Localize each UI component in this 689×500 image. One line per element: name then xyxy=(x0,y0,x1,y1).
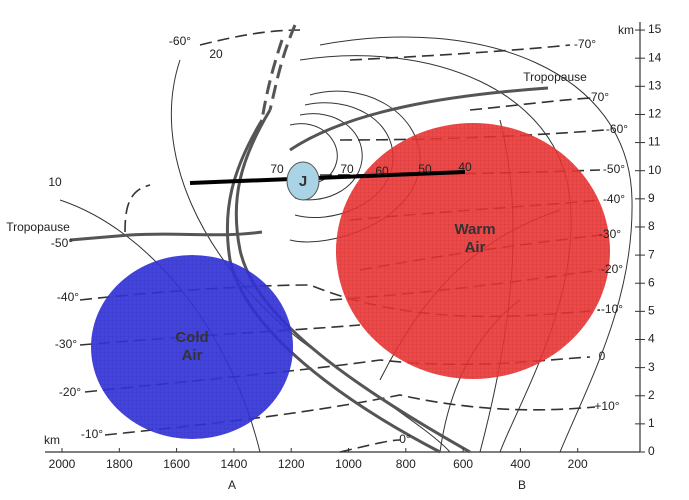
x-axis-unit: km xyxy=(44,433,60,447)
isotach-label: 70 xyxy=(270,162,284,176)
isotach-label: 40 xyxy=(458,160,472,174)
x-tick-label: 2000 xyxy=(49,457,76,471)
cold-air-texture xyxy=(91,255,293,439)
point-label: B xyxy=(518,478,526,492)
air-mass-label: Air xyxy=(465,239,486,256)
isotach-label: 10 xyxy=(48,175,62,189)
isotherm-label: -40° xyxy=(603,192,625,206)
y-tick-label: 0 xyxy=(648,444,655,458)
y-tick-label: 9 xyxy=(648,191,655,205)
y-tick-label: 7 xyxy=(648,247,655,261)
isotherm-label: -50° xyxy=(603,162,625,176)
x-tick-label: 1800 xyxy=(106,457,133,471)
x-tick-label: 1600 xyxy=(163,457,190,471)
x-tick-label: 1000 xyxy=(335,457,362,471)
y-tick-label: 4 xyxy=(648,332,655,346)
y-axis-unit: km xyxy=(618,23,634,37)
warm-air-texture xyxy=(336,123,610,379)
y-tick-label: 15 xyxy=(648,22,662,36)
jet-label: J xyxy=(299,173,307,190)
y-tick-label: 13 xyxy=(648,78,662,92)
jet-axis xyxy=(189,170,466,185)
isotherm-label: -40° xyxy=(57,290,79,304)
isotherm-label: -20° xyxy=(601,262,623,276)
y-tick-label: 12 xyxy=(648,107,662,121)
y-tick-label: 2 xyxy=(648,388,655,402)
y-tick-label: 11 xyxy=(648,135,661,149)
isotherm-label: -10° xyxy=(81,427,103,441)
isotach-label: 60 xyxy=(375,164,389,178)
y-tick-label: 10 xyxy=(648,163,662,177)
isotherm-label: -30° xyxy=(55,337,77,351)
isotach-label: 70 xyxy=(340,162,354,176)
isotherm-label: -70° xyxy=(574,37,596,51)
point-label: A xyxy=(228,478,236,492)
air-mass-label: Warm xyxy=(454,221,495,238)
isotherm-label: -70° xyxy=(587,90,609,104)
y-tick-label: 1 xyxy=(648,416,655,430)
tropopause-label: Tropopause xyxy=(6,220,70,234)
isotherm-label: 0° xyxy=(399,432,411,446)
isotach-label: 50 xyxy=(418,162,432,176)
x-tick-label: 1200 xyxy=(278,457,305,471)
air-mass-label: Air xyxy=(182,347,203,364)
isotach-label: 20 xyxy=(209,47,223,61)
air-mass-label: Cold xyxy=(175,329,208,346)
y-tick-label: 3 xyxy=(648,360,655,374)
isotherm-label: -10° xyxy=(601,302,623,316)
isotherm-label: -60° xyxy=(169,34,191,48)
x-tick-label: 400 xyxy=(510,457,530,471)
x-tick-label: 1400 xyxy=(221,457,248,471)
x-tick-label: 800 xyxy=(396,457,416,471)
isotherm-label: -20° xyxy=(59,385,81,399)
y-tick-label: 14 xyxy=(648,50,662,64)
isotherm-label: -50° xyxy=(51,236,73,250)
y-tick-label: 8 xyxy=(648,219,655,233)
x-tick-label: 600 xyxy=(453,457,473,471)
isotherm-label: -30° xyxy=(599,227,621,241)
x-tick-label: 200 xyxy=(568,457,588,471)
isotherm-label: -60° xyxy=(606,122,628,136)
isotherm-label: +10° xyxy=(594,399,619,413)
jet-core xyxy=(286,161,320,201)
y-tick-label: 6 xyxy=(648,275,655,289)
y-tick-label: 5 xyxy=(648,304,655,318)
isotherm-label: 0 xyxy=(599,349,606,363)
tropopause-label: Tropopause xyxy=(523,70,587,84)
